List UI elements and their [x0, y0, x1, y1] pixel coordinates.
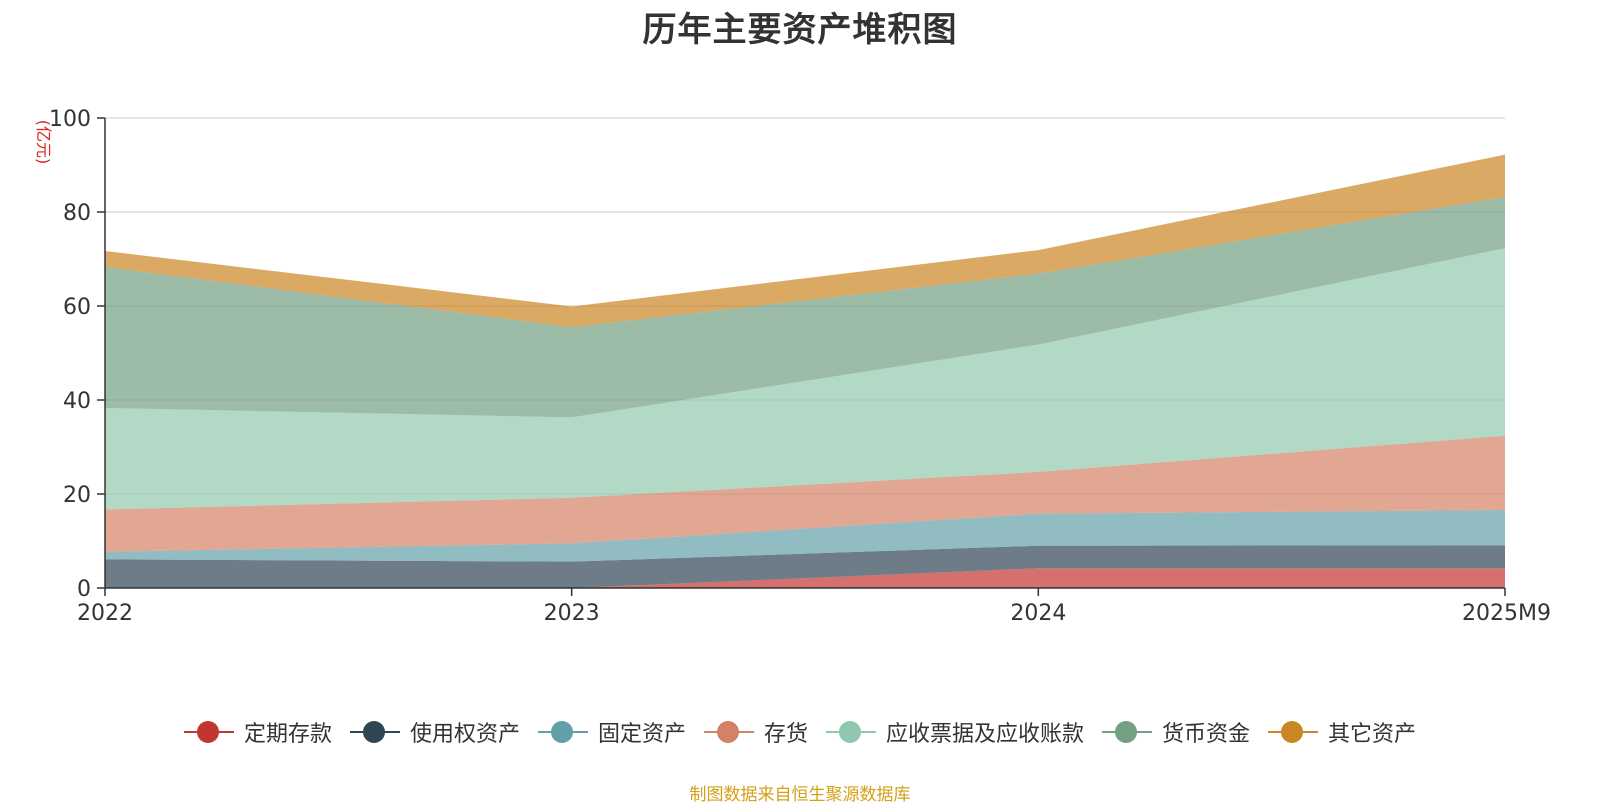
legend-label: 其它资产	[1328, 722, 1417, 747]
y-axis-unit-label: (亿元)	[34, 120, 53, 165]
axes: 0 20 40 60 80 100 2022 2023 2024 2025M9	[49, 107, 1551, 626]
legend-marker-icon	[703, 720, 754, 744]
legend-item-3[interactable]: 固定资产	[537, 716, 686, 748]
legend-marker-icon	[1268, 720, 1319, 744]
y-tick-label-20: 20	[63, 483, 91, 508]
y-tick-label-80: 80	[63, 201, 91, 226]
legend-marker-icon	[1102, 720, 1153, 744]
y-tick-label-0: 0	[77, 577, 91, 602]
legend-label: 货币资金	[1162, 722, 1251, 747]
legend-label: 应收票据及应收账款	[886, 722, 1085, 747]
legend-marker-icon	[183, 720, 234, 744]
legend-item-4[interactable]: 存货	[703, 716, 808, 748]
area-series-2[interactable]	[105, 545, 1505, 588]
area-series-3[interactable]	[105, 509, 1505, 562]
y-tick-label-60: 60	[63, 295, 91, 320]
area-series-group	[105, 154, 1505, 588]
legend-label: 存货	[763, 722, 808, 747]
area-series-1[interactable]	[105, 568, 1505, 588]
data-source-note: 制图数据来自恒生聚源数据库	[689, 785, 911, 805]
legend-item-1[interactable]: 定期存款	[183, 716, 332, 748]
y-tick-label-100: 100	[49, 107, 91, 132]
chart-title: 历年主要资产堆积图	[642, 10, 958, 50]
area-series-4[interactable]	[105, 435, 1505, 552]
legend-marker-icon	[826, 720, 876, 744]
legend-marker-icon	[537, 720, 588, 744]
legend-label: 使用权资产	[409, 722, 520, 747]
legend-item-6[interactable]: 货币资金	[1102, 716, 1250, 748]
legend: 定期存款 使用权资产 固定资产 存货 应收票据及应收账款 货币资金 其它资产	[0, 716, 1600, 748]
legend-label: 定期存款	[243, 722, 332, 747]
area-series-6[interactable]	[105, 196, 1505, 418]
legend-marker-icon	[349, 720, 400, 744]
legend-item-5[interactable]: 应收票据及应收账款	[826, 716, 1084, 748]
x-tick-label-1: 2022	[77, 601, 133, 626]
legend-item-7[interactable]: 其它资产	[1268, 716, 1416, 748]
legend-item-2[interactable]: 使用权资产	[349, 716, 520, 748]
area-series-5[interactable]	[105, 248, 1505, 510]
x-tick-label-4: 2025M9	[1462, 601, 1551, 626]
legend-label: 固定资产	[597, 722, 686, 747]
x-tick-label-3: 2024	[1010, 601, 1066, 626]
y-tick-label-40: 40	[63, 389, 91, 414]
area-series-7[interactable]	[105, 154, 1505, 328]
x-tick-label-2: 2023	[544, 601, 600, 626]
